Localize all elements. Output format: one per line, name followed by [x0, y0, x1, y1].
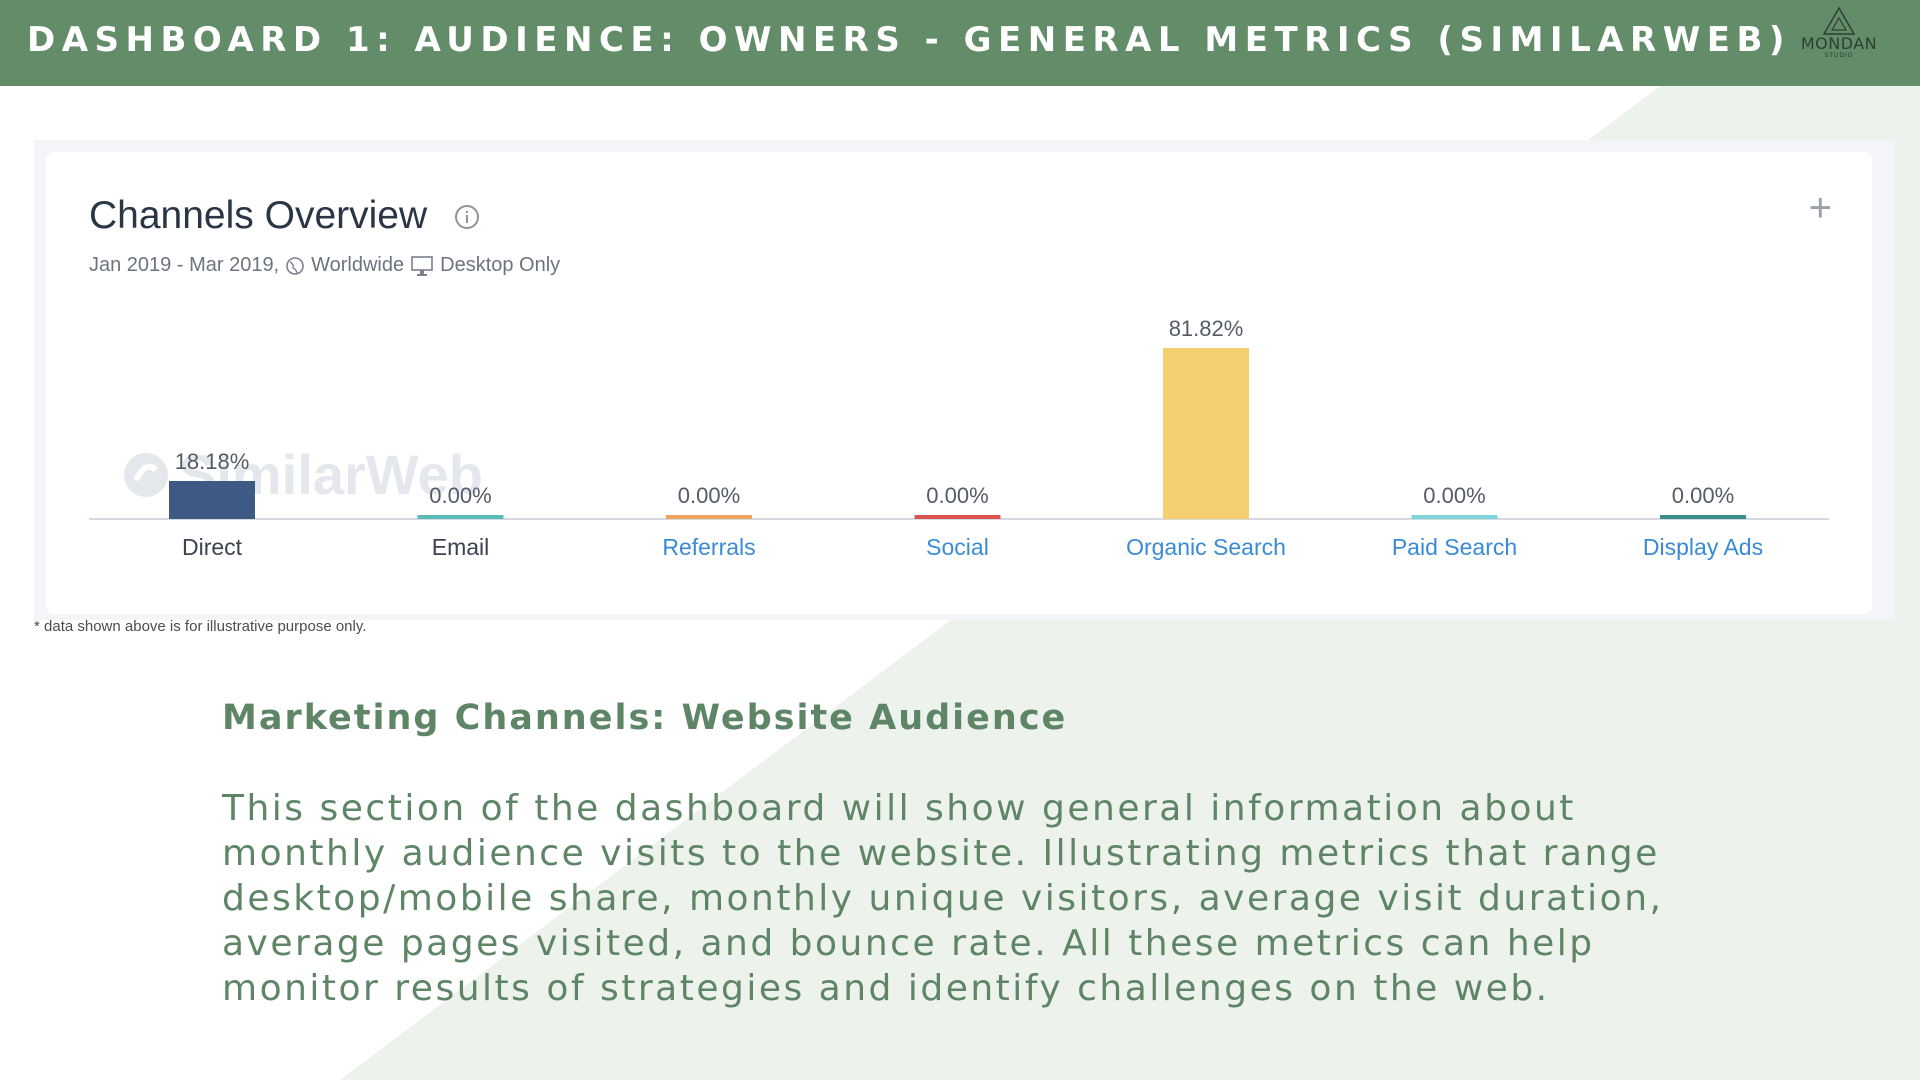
bar-referrals[interactable] — [666, 515, 752, 519]
channels-overview-card: SimilarWeb Channels Overview + Jan 2019 … — [46, 152, 1872, 614]
value-label: 81.82% — [1169, 316, 1244, 341]
category-label[interactable]: Display Ads — [1643, 534, 1763, 560]
bar-organic-search[interactable] — [1163, 348, 1249, 519]
add-icon[interactable]: + — [1808, 186, 1832, 230]
info-icon[interactable] — [454, 204, 480, 230]
device-label: Desktop Only — [440, 254, 561, 276]
desktop-icon — [411, 255, 433, 276]
similarweb-logo-icon — [124, 452, 168, 497]
category-label[interactable]: Paid Search — [1392, 534, 1517, 560]
logo-sub: STUDIO — [1824, 52, 1854, 59]
value-label: 18.18% — [175, 449, 250, 474]
value-label: 0.00% — [429, 483, 491, 508]
date-range: Jan 2019 - Mar 2019, — [89, 254, 280, 276]
bar-paid-search[interactable] — [1411, 515, 1498, 519]
logo-mark-icon — [1822, 6, 1856, 35]
body-line: average pages visited, and bounce rate. … — [222, 923, 1595, 964]
page-title: DASHBOARD 1: AUDIENCE: OWNERS - GENERAL … — [27, 20, 1791, 60]
body-line: monitor results of strategies and identi… — [222, 968, 1550, 1009]
category-label: Email — [432, 534, 490, 560]
card-subtitle: Jan 2019 - Mar 2019, Worldwide Desktop O… — [89, 254, 560, 277]
value-label: 0.00% — [926, 483, 988, 508]
category-label: Direct — [182, 534, 243, 560]
value-label: 0.00% — [1423, 483, 1485, 508]
section-body: This section of the dashboard will show … — [222, 786, 1702, 1011]
header-bar: DASHBOARD 1: AUDIENCE: OWNERS - GENERAL … — [0, 0, 1920, 86]
section-title: Marketing Channels: Website Audience — [222, 698, 1068, 738]
value-label: 0.00% — [678, 483, 740, 508]
bar-social[interactable] — [914, 515, 1001, 519]
value-label: 0.00% — [1672, 483, 1734, 508]
globe-icon — [286, 256, 304, 275]
category-label[interactable]: Social — [926, 534, 989, 560]
region-label: Worldwide — [311, 254, 405, 276]
body-line: This section of the dashboard will show … — [222, 788, 1576, 829]
mondan-logo: MONDAN STUDIO — [1784, 6, 1894, 76]
channels-bar-chart: 18.18% Direct 0.00% Email 0.00% Referrals 0.00… — [89, 316, 1829, 560]
channels-overview-panel: SimilarWeb Channels Overview + Jan 2019 … — [34, 140, 1894, 620]
bar-display-ads[interactable] — [1660, 515, 1746, 519]
bar-email[interactable] — [417, 515, 504, 519]
body-line: monthly audience visits to the website. … — [222, 833, 1660, 874]
body-line: desktop/mobile share, monthly unique vis… — [222, 878, 1664, 919]
category-label[interactable]: Organic Search — [1126, 534, 1286, 560]
card-title: Channels Overview — [89, 194, 428, 237]
logo-name: MONDAN — [1800, 34, 1878, 53]
bar-direct[interactable] — [169, 481, 255, 519]
footnote: * data shown above is for illustrative p… — [34, 618, 367, 635]
category-label[interactable]: Referrals — [662, 534, 755, 560]
